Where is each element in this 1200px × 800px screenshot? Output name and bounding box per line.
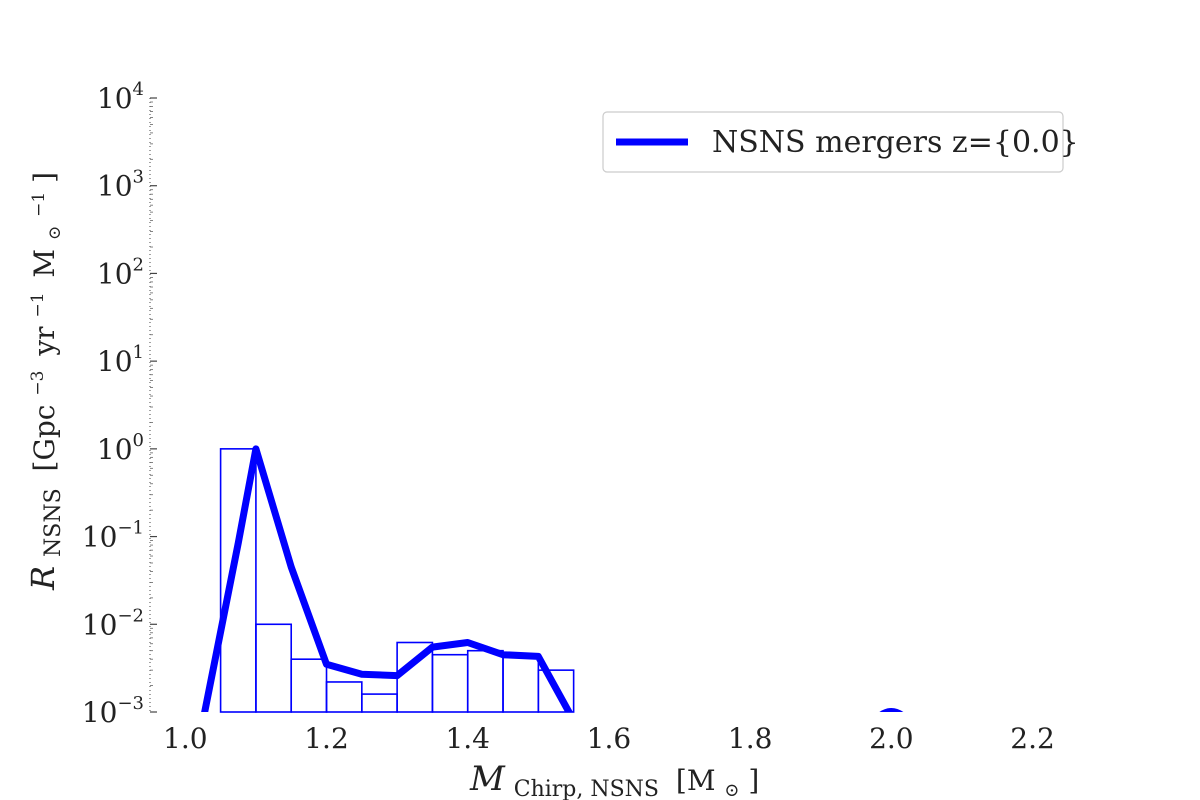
y-tick-label-exponent: 0 xyxy=(133,430,144,451)
data-point-marker xyxy=(879,708,904,712)
y-tick-label-exponent: −2 xyxy=(117,605,144,626)
y-axis-label-unit-b: yr xyxy=(28,326,61,357)
x-tick-label: 1.6 xyxy=(587,722,632,755)
histogram-bar xyxy=(255,623,293,713)
histogram-bar xyxy=(502,656,540,713)
x-tick-label: 2.2 xyxy=(1010,722,1055,755)
y-tick-label-base: 10 xyxy=(97,170,133,203)
histogram-bar xyxy=(537,669,575,713)
y-tick-label-exponent: −1 xyxy=(117,518,144,539)
y-tick-label: 102 xyxy=(97,254,144,290)
series-line xyxy=(201,445,573,712)
histogram-bar xyxy=(290,658,328,713)
legend-frame xyxy=(602,111,1064,173)
x-tick-label: 2.0 xyxy=(869,722,914,755)
histogram-bar xyxy=(361,693,398,713)
y-axis-label-unit-a: [Gpc xyxy=(28,405,61,472)
y-axis-label-sub: NSNS xyxy=(41,488,66,557)
y-axis-label-unit-c-sub: ⊙ xyxy=(45,226,65,240)
x-axis-label-unit: [M xyxy=(676,764,716,797)
histogram-bars xyxy=(219,448,575,713)
y-tick-label: 10−1 xyxy=(82,518,144,554)
y-tick-label: 10−3 xyxy=(82,693,144,729)
x-axis-label-main: 𝑀 xyxy=(469,759,506,799)
histogram-bar xyxy=(219,448,257,713)
legend-label: NSNS mergers z={0.0} xyxy=(712,125,1079,160)
y-tick-label-exponent: 1 xyxy=(133,342,144,363)
legend: NSNS mergers z={0.0} xyxy=(602,111,1079,173)
x-tick-label: 1.8 xyxy=(728,722,773,755)
histogram-bar xyxy=(325,681,363,713)
y-tick-label-base: 10 xyxy=(82,521,118,554)
y-axis-label-unit-c: M xyxy=(28,249,61,278)
y-tick-label-exponent: 3 xyxy=(133,167,144,188)
x-axis-label-sub: Chirp, NSNS xyxy=(514,777,659,800)
x-tick-label: 1.0 xyxy=(163,722,208,755)
y-axis-label-unit-b-sup: −1 xyxy=(28,292,48,317)
histogram-bar xyxy=(466,649,504,713)
y-tick-label: 103 xyxy=(97,167,144,203)
x-axis-label-unit-sub: ⊙ xyxy=(724,780,739,800)
x-axis-label: 𝑀 Chirp, NSNS [M ⊙ ] xyxy=(469,759,759,800)
y-tick-label: 100 xyxy=(97,430,144,466)
y-axis-label-unit-a-sup: −3 xyxy=(28,371,48,396)
y-axis-label-main: 𝑅 xyxy=(24,566,62,591)
y-tick-label: 10−2 xyxy=(82,605,144,641)
histogram-bar xyxy=(431,653,469,713)
x-tick-label: 1.4 xyxy=(445,722,490,755)
y-tick-label-exponent: 4 xyxy=(133,79,144,100)
y-axis-label-unit-close: ] xyxy=(28,172,61,183)
y-tick-label-base: 10 xyxy=(82,608,118,641)
y-axis-label: 𝑅 NSNS [Gpc −3 yr −1 M ⊙ −1 ] xyxy=(17,172,67,591)
y-axis-label-unit-c-sup: −1 xyxy=(29,192,49,217)
x-tick-label: 1.2 xyxy=(304,722,349,755)
y-tick-label: 101 xyxy=(97,342,144,378)
y-tick-label-exponent: 2 xyxy=(133,254,144,275)
markers xyxy=(879,708,904,712)
y-tick-label-base: 10 xyxy=(97,433,133,466)
x-axis-label-unit-close: ] xyxy=(748,764,759,797)
y-tick-label-base: 10 xyxy=(97,82,133,115)
y-tick-label: 104 xyxy=(97,79,144,115)
y-tick-label-base: 10 xyxy=(97,257,133,290)
series-lines xyxy=(201,445,573,712)
y-tick-label-exponent: −3 xyxy=(117,693,144,714)
y-tick-label-base: 10 xyxy=(82,696,118,729)
y-tick-label-base: 10 xyxy=(97,345,133,378)
